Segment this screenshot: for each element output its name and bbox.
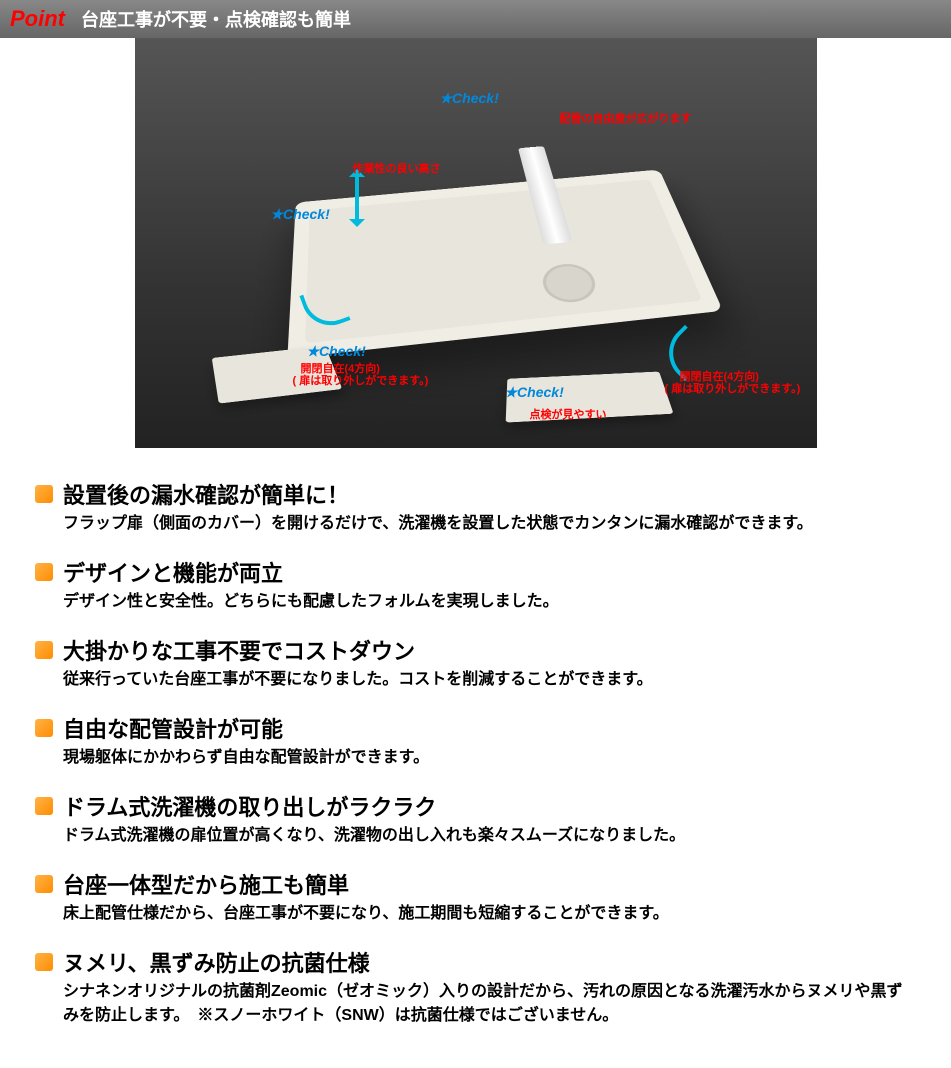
product-inner	[305, 179, 702, 343]
feature-title: 大掛かりな工事不要でコストダウン	[63, 634, 415, 666]
note-open-close-b: ( 扉は取り外しができます。)	[293, 372, 429, 388]
feature-head: ヌメリ、黒ずみ防止の抗菌仕様	[35, 946, 916, 978]
feature-title: 設置後の漏水確認が簡単に！	[63, 478, 349, 510]
bullet-icon	[35, 875, 53, 893]
check-label-2: ★Check!	[271, 206, 330, 223]
feature-item: 大掛かりな工事不要でコストダウン従来行っていた台座工事が不要になりました。コスト…	[35, 634, 916, 692]
feature-head: 台座一体型だから施工も簡単	[35, 868, 916, 900]
bullet-icon	[35, 485, 53, 503]
features-list: 設置後の漏水確認が簡単に！フラップ扉（側面のカバー）を開けるだけで、洗濯機を設置…	[0, 468, 951, 1068]
check-label-4: ★Check!	[505, 384, 564, 401]
feature-head: 自由な配管設計が可能	[35, 712, 916, 744]
feature-title: 自由な配管設計が可能	[63, 712, 283, 744]
bullet-icon	[35, 563, 53, 581]
feature-desc: デザイン性と安全性。どちらにも配慮したフォルムを実現しました。	[63, 590, 916, 614]
bullet-icon	[35, 719, 53, 737]
feature-head: 大掛かりな工事不要でコストダウン	[35, 634, 916, 666]
feature-desc: フラップ扉（側面のカバー）を開けるだけで、洗濯機を設置した状態でカンタンに漏水確…	[63, 512, 916, 536]
feature-desc: 現場躯体にかかわらず自由な配管設計ができます。	[63, 746, 916, 770]
feature-title: ヌメリ、黒ずみ防止の抗菌仕様	[63, 946, 370, 978]
feature-item: デザインと機能が両立デザイン性と安全性。どちらにも配慮したフォルムを実現しました…	[35, 556, 916, 614]
feature-head: 設置後の漏水確認が簡単に！	[35, 478, 916, 510]
check-label-1: ★Check!	[440, 90, 499, 107]
product-diagram: ★Check! 配管の自由度が広がります 作業性の良い高さ ★Check! ★C…	[135, 38, 817, 448]
feature-item: ドラム式洗濯機の取り出しがラクラクドラム式洗濯機の扉位置が高くなり、洗濯物の出し…	[35, 790, 916, 848]
note-easy-inspection: 点検が見やすい	[530, 406, 607, 422]
note-good-height: 作業性の良い高さ	[353, 160, 441, 176]
feature-desc: 床上配管仕様だから、台座工事が不要になり、施工期間も短縮することができます。	[63, 902, 916, 926]
feature-head: ドラム式洗濯機の取り出しがラクラク	[35, 790, 916, 822]
header-bar: Point 台座工事が不要・点検確認も簡単	[0, 0, 951, 38]
note-open-close-right-b: ( 扉は取り外しができます。)	[665, 380, 801, 396]
feature-desc: ドラム式洗濯機の扉位置が高くなり、洗濯物の出し入れも楽々スムーズになりました。	[63, 824, 916, 848]
bullet-icon	[35, 797, 53, 815]
vertical-arrow-icon	[355, 173, 359, 223]
feature-item: 自由な配管設計が可能現場躯体にかかわらず自由な配管設計ができます。	[35, 712, 916, 770]
feature-title: 台座一体型だから施工も簡単	[63, 868, 349, 900]
feature-item: ヌメリ、黒ずみ防止の抗菌仕様シナネンオリジナルの抗菌剤Zeomic（ゼオミック）…	[35, 946, 916, 1028]
product-base	[287, 170, 723, 359]
feature-desc: シナネンオリジナルの抗菌剤Zeomic（ゼオミック）入りの設計だから、汚れの原因…	[63, 980, 916, 1028]
feature-head: デザインと機能が両立	[35, 556, 916, 588]
feature-item: 設置後の漏水確認が簡単に！フラップ扉（側面のカバー）を開けるだけで、洗濯機を設置…	[35, 478, 916, 536]
bullet-icon	[35, 953, 53, 971]
note-pipe-freedom: 配管の自由度が広がります	[560, 110, 692, 126]
check-label-3: ★Check!	[307, 343, 366, 360]
point-label: Point	[10, 6, 65, 32]
feature-desc: 従来行っていた台座工事が不要になりました。コストを削減することができます。	[63, 668, 916, 692]
feature-title: ドラム式洗濯機の取り出しがラクラク	[63, 790, 436, 822]
header-title: 台座工事が不要・点検確認も簡単	[81, 6, 351, 32]
feature-item: 台座一体型だから施工も簡単床上配管仕様だから、台座工事が不要になり、施工期間も短…	[35, 868, 916, 926]
bullet-icon	[35, 641, 53, 659]
feature-title: デザインと機能が両立	[63, 556, 283, 588]
